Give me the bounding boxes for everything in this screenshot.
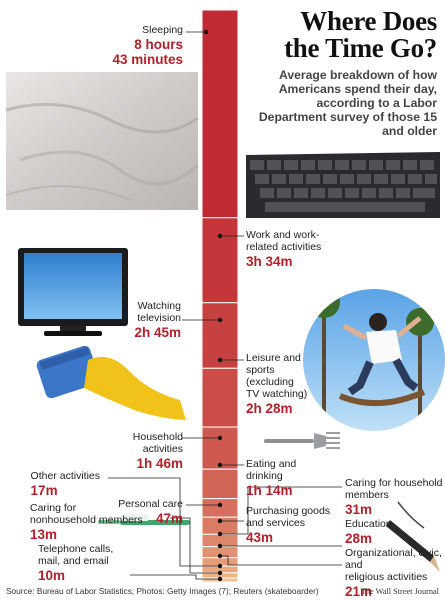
label-sleeping: Sleeping 8 hours 43 minutes bbox=[112, 24, 183, 67]
title-line-1: Where Does bbox=[300, 6, 437, 36]
bar-segment-personal-care bbox=[201, 498, 239, 518]
label-purchasing: Purchasing goods and services 43m bbox=[246, 505, 331, 545]
chart-title: Where Does the Time Go? bbox=[284, 8, 437, 62]
label-caring-household: Caring for household members 31m bbox=[345, 477, 443, 517]
label-other: Other activities 17m bbox=[30, 470, 100, 498]
label-household: Household activities 1h 46m bbox=[132, 431, 183, 471]
leader-caring-nonhousehold bbox=[170, 517, 220, 574]
leader-organizational bbox=[220, 555, 342, 566]
leader-caring-household bbox=[220, 486, 342, 535]
label-caring-nonhousehold: Caring for nonhousehold members 13m bbox=[30, 502, 143, 542]
label-tv: Watching television 2h 45m bbox=[134, 300, 181, 340]
pencil-photo bbox=[386, 501, 440, 572]
bar-segment-leisure-and-sports-excluding-tv-watching bbox=[201, 367, 239, 428]
credit-note: The Wall Street Journal bbox=[360, 587, 439, 596]
leader-other bbox=[108, 477, 220, 567]
source-note: Source: Bureau of Labor Statistics; Phot… bbox=[6, 586, 319, 596]
bar-segment-eating-and-drinking bbox=[201, 468, 239, 500]
fork-photo bbox=[264, 432, 340, 449]
bar-segment-work-and-work-related-activities bbox=[201, 217, 239, 304]
leader-telephone bbox=[130, 574, 220, 580]
bar-segment-household-activities bbox=[201, 426, 239, 470]
toothbrush-photo bbox=[98, 514, 190, 525]
bar-segment-watching-television bbox=[201, 302, 239, 369]
television-photo bbox=[18, 248, 128, 336]
label-personal: Personal care 47m bbox=[118, 498, 183, 526]
label-leisure: Leisure and sports (excluding TV watchin… bbox=[246, 352, 308, 416]
title-line-2: the Time Go? bbox=[284, 33, 437, 63]
label-work: Work and work- related activities 3h 34m bbox=[246, 229, 322, 269]
bed-sheets-photo bbox=[5, 72, 200, 210]
skateboarder-photo bbox=[303, 289, 445, 431]
bar-segment-sleeping bbox=[201, 9, 239, 219]
chart-subtitle: Average breakdown of how Americans spend… bbox=[258, 68, 437, 138]
label-eating: Eating and drinking 1h 14m bbox=[246, 458, 297, 498]
label-organizational: Organizational, civic, and religious act… bbox=[345, 547, 442, 599]
label-telephone: Telephone calls, mail, and email 10m bbox=[38, 543, 114, 583]
laptop-keyboard-photo bbox=[246, 152, 440, 218]
label-education: Education 28m bbox=[345, 518, 392, 546]
sponge-glove-photo bbox=[36, 345, 186, 420]
